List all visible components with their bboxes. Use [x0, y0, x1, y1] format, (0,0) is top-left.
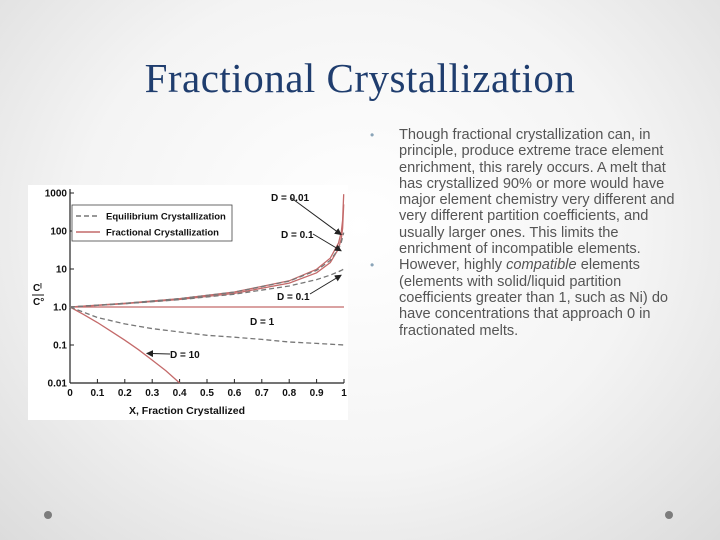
x-tick-label: 1 — [341, 388, 347, 399]
legend-label-fractional: Fractional Crystallization — [106, 228, 219, 239]
x-tick-label: 0.3 — [145, 388, 159, 399]
annotation-arrow — [289, 196, 342, 236]
bullet-marker-icon: • — [370, 258, 375, 273]
annotation-label: D = 1 — [250, 317, 275, 328]
corner-dot-left — [44, 511, 52, 519]
bullet-text-suffix: elements (elements with solid/liquid par… — [399, 257, 669, 339]
bullet-text: However, highly compatible elements (ele… — [399, 257, 690, 338]
annotation-arrow — [309, 274, 342, 295]
annotation-arrow — [312, 233, 342, 252]
x-tick-label: 0.4 — [173, 388, 187, 399]
x-tick-label: 0.2 — [118, 388, 132, 399]
y-tick-label: 0.1 — [53, 341, 67, 352]
bullet-marker-icon: • — [370, 128, 375, 142]
legend-box — [71, 204, 233, 242]
bullet-item: • However, highly compatible elements (e… — [370, 257, 690, 338]
bullet-list: • Though fractional crystallization can,… — [370, 127, 690, 339]
y-axis-label-numerator: Cˡ — [33, 283, 42, 294]
corner-dot-right — [665, 511, 673, 519]
bullet-text-prefix: However, highly — [399, 257, 507, 274]
y-tick-label: 1000 — [45, 189, 68, 200]
y-tick-label: 100 — [50, 227, 67, 238]
y-tick-label: 10 — [56, 265, 68, 276]
annotation-label: D = 0.1 — [277, 292, 310, 303]
bullet-item: • Though fractional crystallization can,… — [370, 127, 690, 257]
annotation-label: D = 10 — [170, 350, 200, 361]
series-line-equilibrium-D-0_1 — [69, 268, 345, 308]
series-line-equilibrium-D-0_01 — [69, 232, 345, 308]
annotation-label: D = 0.01 — [271, 193, 310, 204]
x-tick-label: 0.9 — [310, 388, 324, 399]
chart-canvas: 0.01 0.1 1.0 10 100 1000 0 0.1 0.2 0.3 0.4 0.5 0.6 0.… — [32, 189, 347, 417]
x-axis-label: X, Fraction Crystallized — [129, 405, 245, 417]
x-tick-label: 0.8 — [282, 388, 296, 399]
series-line-equilibrium-D-10 — [69, 306, 345, 346]
y-tick-label: 1.0 — [53, 303, 67, 314]
annotation-label: D = 0.1 — [281, 230, 314, 241]
series-line-fractional-D-10 — [69, 306, 181, 384]
x-tick-label: 0.6 — [227, 388, 241, 399]
x-tick-label: 0 — [67, 388, 73, 399]
y-axis-label-denominator: C° — [33, 297, 44, 308]
y-tick-label: 0.01 — [48, 379, 68, 390]
legend-label-equilibrium: Equilibrium Crystallization — [106, 212, 226, 223]
bullet-text-emphasis: compatible — [506, 257, 577, 274]
x-tick-label: 0.5 — [200, 388, 214, 399]
x-tick-label: 0.7 — [255, 388, 269, 399]
bullet-text: Though fractional crystallization can, i… — [399, 127, 675, 258]
annotation-arrow — [146, 350, 171, 358]
x-tick-label: 0.1 — [90, 388, 104, 399]
crystallization-chart: 0.01 0.1 1.0 10 100 1000 0 0.1 0.2 0.3 0.4 0.5 0.6 0.… — [28, 185, 348, 420]
slide-title: Fractional Crystallization — [144, 55, 576, 101]
